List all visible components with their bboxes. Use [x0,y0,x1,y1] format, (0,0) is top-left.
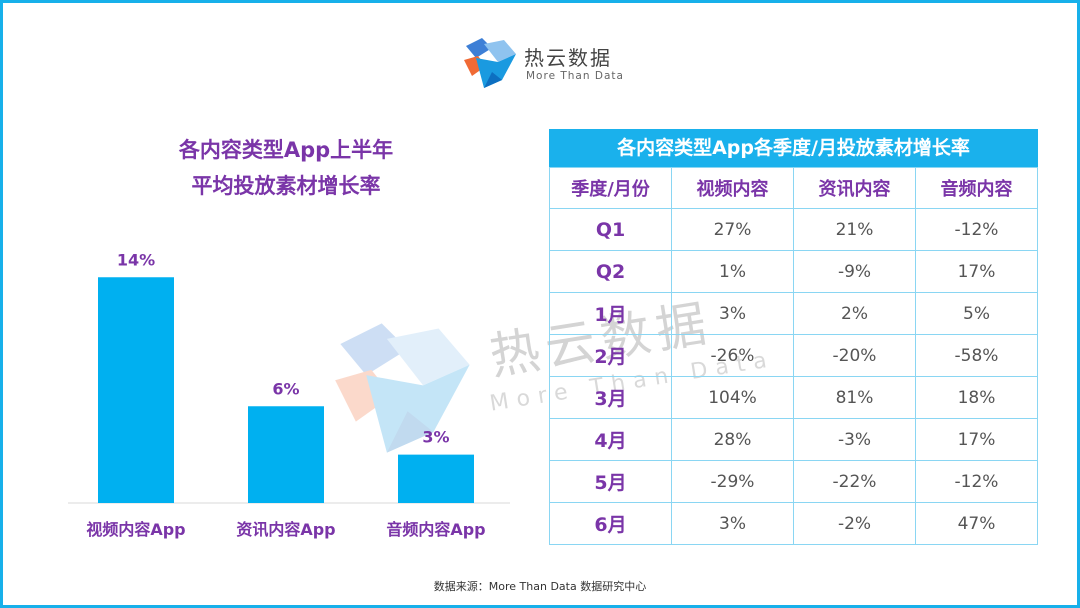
table-cell: 21% [793,208,916,251]
row-label: 4月 [549,418,672,461]
brand: 热云数据 More Than Data [462,36,632,88]
row-label: Q1 [549,208,672,251]
row-label: 2月 [549,334,672,377]
table-row: 4月 28% -3% 17% [549,418,1038,461]
data-label: 3% [422,428,449,447]
watermark-logo-icon [335,323,470,453]
row-label: 5月 [549,460,672,503]
header-video: 视频内容 [671,167,794,209]
table-cell: -12% [915,460,1038,503]
brand-logo-icon [464,38,516,88]
table-row: 5月 -29% -22% -12% [549,460,1038,503]
category-label: 资讯内容App [236,520,335,539]
table-title: 各内容类型App各季度/月投放素材增长率 [549,129,1038,167]
table-cell: 1% [671,250,794,293]
table-cell: 28% [671,418,794,461]
header-audio: 音频内容 [915,167,1038,209]
bar [398,454,474,503]
table-row: Q2 1% -9% 17% [549,250,1038,293]
table-row: 3月 104% 81% 18% [549,376,1038,419]
table-row: 2月 -26% -20% -58% [549,334,1038,377]
table-cell: -58% [915,334,1038,377]
row-label: Q2 [549,250,672,293]
table-cell: -2% [793,502,916,545]
table-cell: 17% [915,250,1038,293]
row-label: 1月 [549,292,672,335]
row-label: 3月 [549,376,672,419]
chart-title-line-1: 各内容类型App上半年 [178,138,394,162]
data-label: 6% [272,379,299,398]
table-row: Q1 27% 21% -12% [549,208,1038,251]
table-cell: 47% [915,502,1038,545]
table-cell: -26% [671,334,794,377]
bar-chart: 14% 视频内容App 6% 资讯内容App 3% 音频内容App [68,250,510,539]
source-note: 数据来源：More Than Data 数据研究中心 [433,580,647,593]
data-label: 14% [117,250,155,269]
table-cell: -3% [793,418,916,461]
header-period: 季度/月份 [549,167,672,209]
table-cell: -29% [671,460,794,503]
table-cell: -22% [793,460,916,503]
chart-title-line-2: 平均投放素材增长率 [191,174,381,198]
brand-name: 热云数据 [524,46,612,70]
table-row: 1月 3% 2% 5% [549,292,1038,335]
row-label: 6月 [549,502,672,545]
table-cell: -12% [915,208,1038,251]
table-cell: 18% [915,376,1038,419]
table-cell: -9% [793,250,916,293]
header-news: 资讯内容 [793,167,916,209]
table-cell: 2% [793,292,916,335]
brand-tagline: More Than Data [526,70,624,82]
table-cell: 27% [671,208,794,251]
table-cell: 3% [671,292,794,335]
category-label: 视频内容App [86,520,185,539]
table-header-row: 季度/月份 视频内容 资讯内容 音频内容 [549,167,1038,209]
chart-title: 各内容类型App上半年 平均投放素材增长率 [86,132,486,204]
category-label: 音频内容App [386,520,485,539]
bar [248,406,324,503]
table-row: 6月 3% -2% 47% [549,502,1038,545]
table-cell: -20% [793,334,916,377]
table-cell: 5% [915,292,1038,335]
table-cell: 3% [671,502,794,545]
table-cell: 104% [671,376,794,419]
bar [98,277,174,503]
table-cell: 17% [915,418,1038,461]
table-cell: 81% [793,376,916,419]
growth-table: 季度/月份 视频内容 资讯内容 音频内容 Q1 27% 21% -12% Q2 1% -9%… [549,167,1038,545]
